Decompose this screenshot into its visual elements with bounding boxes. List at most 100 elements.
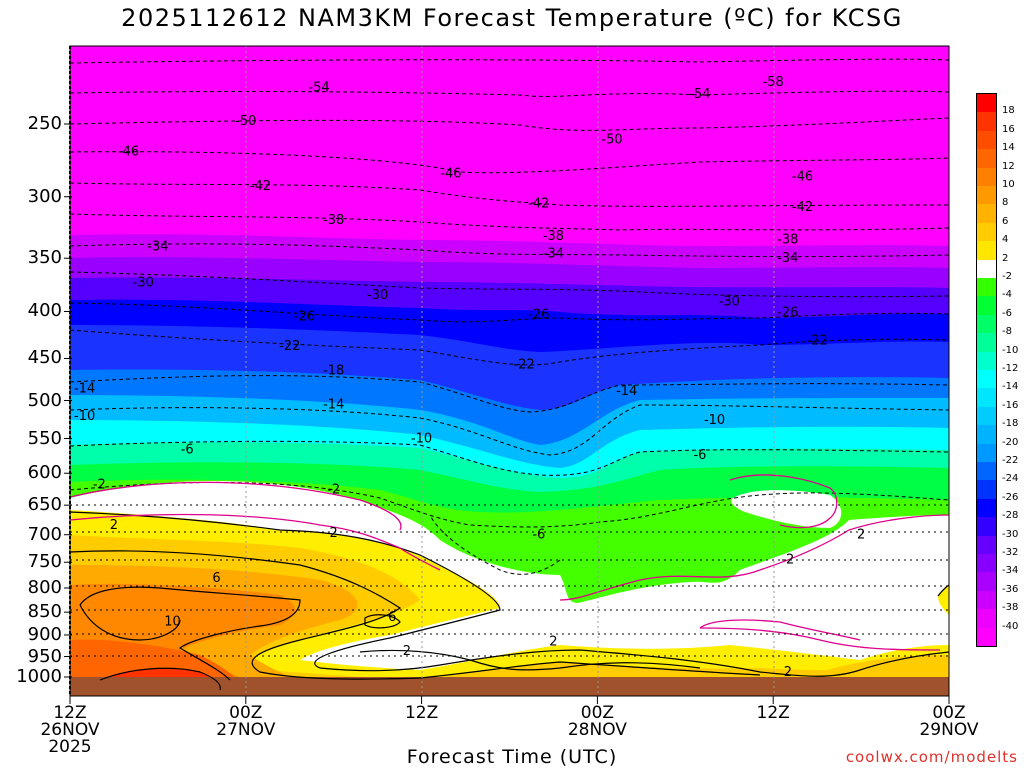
colorbar-segment bbox=[977, 94, 996, 113]
colorbar-label: -30 bbox=[1002, 528, 1019, 540]
contour-label: -22 bbox=[807, 333, 828, 348]
contour-label: 6 bbox=[212, 571, 220, 586]
colorbar-segment bbox=[977, 572, 996, 592]
x-tick-label-line1: 12Z bbox=[53, 703, 87, 723]
colorbar-segment bbox=[977, 462, 996, 481]
colorbar-segment bbox=[977, 167, 996, 187]
credit-text: coolwx.com/modelts bbox=[845, 748, 1018, 766]
contour-label: -46 bbox=[118, 145, 139, 160]
y-tick-label: 350 bbox=[27, 247, 62, 269]
x-tick-label: 00Z 28NOV bbox=[552, 705, 642, 756]
x-tick-label: 12Z 26NOV 2025 bbox=[25, 705, 115, 756]
contour-label: -14 bbox=[616, 384, 637, 399]
colorbar-label: -4 bbox=[1002, 289, 1012, 301]
y-ticks bbox=[64, 123, 72, 678]
contour-label: -14 bbox=[323, 397, 344, 412]
contour-label: -26 bbox=[777, 305, 798, 320]
y-tick-label: 600 bbox=[27, 462, 62, 484]
band-warm-right-yellow bbox=[938, 585, 949, 615]
y-tick-label: 900 bbox=[27, 623, 62, 645]
contour-label: -6 bbox=[693, 448, 706, 463]
colorbar-label: -16 bbox=[1002, 399, 1019, 411]
colorbar-label: -18 bbox=[1002, 418, 1019, 430]
contour-label: -2 bbox=[781, 553, 794, 568]
contour-label: -58 bbox=[763, 75, 784, 90]
x-tick-label-line1: 00Z bbox=[229, 703, 263, 723]
colorbar-label: -12 bbox=[1002, 363, 1019, 374]
colorbar-label: -14 bbox=[1002, 381, 1019, 393]
y-tick-label: 500 bbox=[27, 389, 62, 411]
colorbar-segment bbox=[977, 130, 996, 150]
x-tick-label-line1: 00Z bbox=[932, 703, 966, 723]
x-tick-label-line2: 28NOV bbox=[567, 720, 627, 740]
x-tick-label: 12Z bbox=[377, 705, 467, 756]
colorbar-label: 6 bbox=[1002, 215, 1009, 227]
contour-label: -26 bbox=[294, 309, 315, 324]
colorbar-segment bbox=[977, 241, 996, 261]
contour-label: -38 bbox=[543, 229, 564, 244]
contour-label: 2 bbox=[784, 665, 792, 680]
colorbar-segment bbox=[977, 112, 996, 132]
contour-label: -26 bbox=[528, 307, 549, 322]
colorbar-label: -40 bbox=[1002, 620, 1019, 632]
colorbar-segment bbox=[977, 535, 996, 555]
colorbar-segment bbox=[977, 498, 996, 518]
colorbar-segment bbox=[977, 351, 996, 371]
contour-label: -42 bbox=[792, 200, 813, 215]
y-tick-label: 1000 bbox=[16, 666, 62, 687]
colorbar-label: -28 bbox=[1002, 510, 1019, 522]
x-tick-label-line1: 12Z bbox=[756, 703, 790, 723]
solid-isotherms bbox=[70, 511, 949, 691]
x-tick-label-line2: 27NOV bbox=[216, 720, 276, 740]
contour-label: 2 bbox=[403, 644, 411, 659]
y-tick-label: 450 bbox=[27, 347, 62, 369]
colorbar-segment bbox=[977, 296, 996, 316]
x-tick-label-line3: 2025 bbox=[48, 737, 92, 757]
colorbar-label: -20 bbox=[1002, 436, 1019, 448]
contour-label: -38 bbox=[777, 233, 798, 248]
vertical-gridlines bbox=[245, 46, 775, 696]
y-tick-label: 850 bbox=[27, 601, 62, 623]
colorbar-label: 10 bbox=[1002, 179, 1015, 190]
colorbar-segment bbox=[977, 259, 996, 279]
colorbar-segment bbox=[977, 609, 996, 629]
colorbar-segment bbox=[977, 554, 996, 573]
contour-label: -50 bbox=[601, 133, 622, 148]
y-tick-label: 950 bbox=[27, 645, 62, 667]
chart-title: 2025112612 NAM3KM Forecast Temperature (… bbox=[121, 4, 903, 32]
colorbar-segment bbox=[977, 425, 996, 445]
colorbar-label: -2 bbox=[1002, 271, 1012, 282]
contour-label: -34 bbox=[543, 247, 564, 262]
colorbar-label: -6 bbox=[1002, 307, 1012, 319]
contour-label: -10 bbox=[704, 413, 725, 428]
x-tick-label: 12Z bbox=[728, 705, 818, 756]
y-tick-label: 800 bbox=[27, 576, 62, 598]
colorbar-segment bbox=[977, 278, 996, 297]
contour-label: -50 bbox=[235, 114, 256, 129]
band-white-pocket bbox=[731, 490, 842, 528]
colorbar-segment bbox=[977, 443, 996, 463]
colorbar-label: -36 bbox=[1002, 583, 1019, 595]
colorbar-label: -32 bbox=[1002, 547, 1019, 558]
x-tick-label: 00Z 27NOV bbox=[201, 705, 291, 756]
colorbar-segment bbox=[977, 406, 996, 426]
contour-label: 2 bbox=[857, 528, 865, 543]
contour-label: -22 bbox=[514, 358, 535, 373]
temperature-field bbox=[70, 46, 949, 696]
contour-label: -18 bbox=[323, 364, 344, 379]
contour-label: -6 bbox=[181, 442, 194, 457]
colorbar-label: 8 bbox=[1002, 197, 1009, 209]
colorbar-label: -34 bbox=[1002, 565, 1019, 577]
contour-label: 2 bbox=[330, 526, 338, 541]
contour-label: -30 bbox=[367, 288, 388, 303]
contour-label: -30 bbox=[133, 276, 154, 291]
colorbar-label: -8 bbox=[1002, 326, 1012, 338]
contour-label: -22 bbox=[279, 339, 300, 354]
x-tick-label-line2: 26NOV bbox=[40, 720, 100, 740]
freezing-isotherm bbox=[70, 474, 949, 651]
contour-label: -34 bbox=[777, 251, 798, 266]
colorbar-label: 18 bbox=[1002, 105, 1015, 117]
contour-label: -34 bbox=[147, 240, 168, 255]
colorbar-segment bbox=[977, 517, 996, 537]
